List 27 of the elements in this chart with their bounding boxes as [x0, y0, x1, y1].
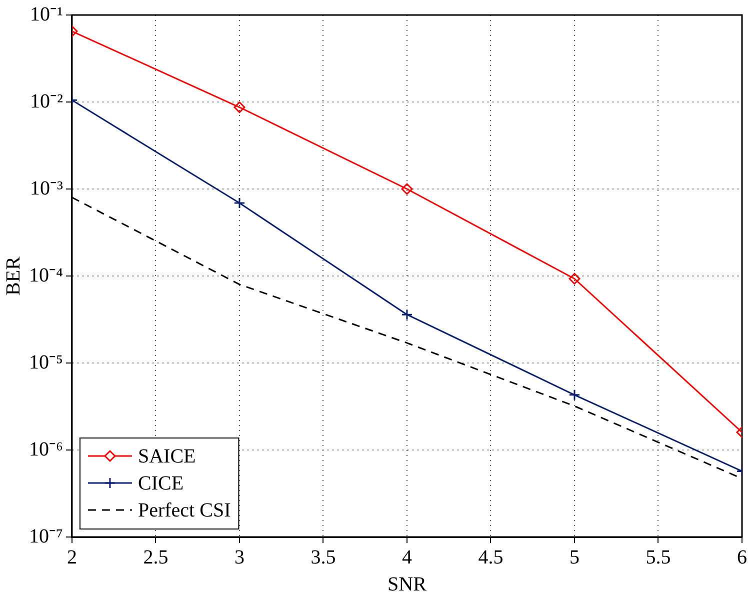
- x-tick-label: 3.5: [310, 546, 336, 568]
- y-tick-label: 10⁻¹: [30, 3, 63, 26]
- y-tick-label: 10⁻⁶: [28, 438, 63, 460]
- x-tick-label: 4.5: [478, 546, 504, 568]
- y-tick-label: 10⁻²: [30, 90, 63, 112]
- x-tick-label: 3: [234, 546, 244, 568]
- x-tick-label: 5.5: [646, 546, 671, 568]
- x-tick-label: 2.5: [143, 546, 168, 568]
- legend-label: CICE: [138, 472, 184, 494]
- x-tick-label: 5: [569, 546, 580, 568]
- y-tick-label: 10⁻⁷: [28, 525, 63, 548]
- point: [568, 272, 580, 284]
- x-tick-label: 6: [737, 546, 747, 568]
- y-tick-label: 10⁻⁴: [28, 264, 63, 286]
- point: [401, 308, 413, 320]
- y-tick-label: 10⁻⁵: [28, 351, 63, 374]
- x-tick-label: 2: [66, 546, 77, 568]
- y-tick-label: 10⁻³: [30, 177, 63, 200]
- point: [234, 102, 246, 114]
- legend-label: Perfect CSI: [138, 499, 231, 522]
- point: [568, 389, 580, 401]
- x-axis-title: SNR: [388, 573, 428, 596]
- y-axis-title: BER: [2, 256, 24, 296]
- point: [401, 183, 413, 195]
- legend-label: SAICE: [138, 445, 196, 468]
- point: [234, 197, 246, 209]
- x-tick-label: 4: [402, 546, 412, 568]
